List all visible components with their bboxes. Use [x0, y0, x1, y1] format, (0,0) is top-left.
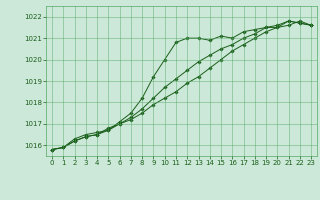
Text: Graphe pression niveau de la mer (hPa): Graphe pression niveau de la mer (hPa) [65, 180, 255, 189]
